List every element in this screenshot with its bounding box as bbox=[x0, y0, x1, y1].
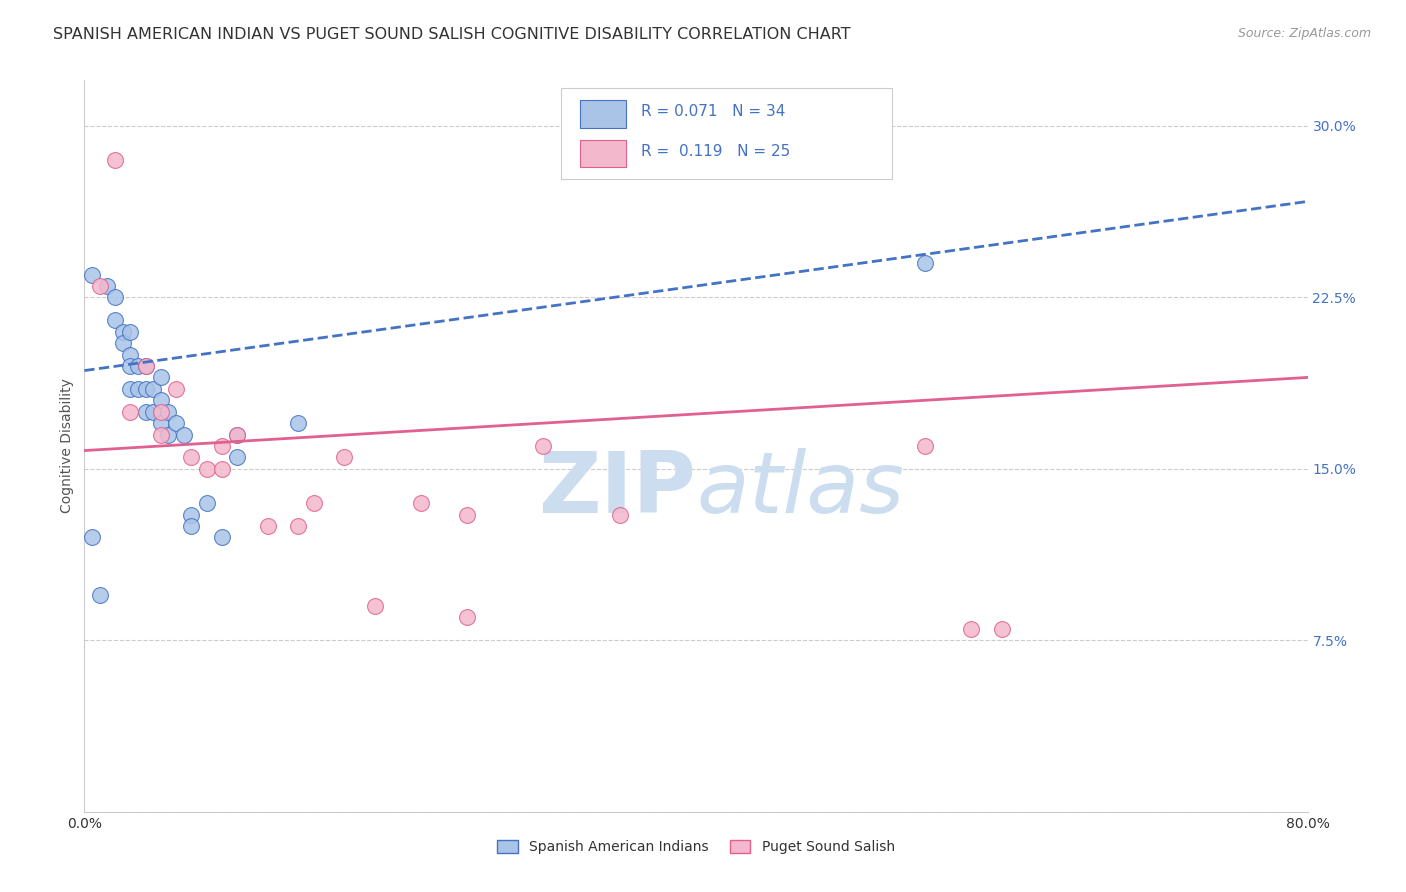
Point bbox=[142, 405, 165, 419]
Point bbox=[149, 370, 172, 384]
Point bbox=[257, 519, 280, 533]
Point bbox=[211, 439, 233, 453]
Point bbox=[149, 393, 172, 408]
Y-axis label: Cognitive Disability: Cognitive Disability bbox=[60, 378, 75, 514]
Point bbox=[226, 427, 249, 442]
Point bbox=[165, 382, 187, 396]
Point bbox=[302, 496, 325, 510]
Text: atlas: atlas bbox=[696, 449, 904, 532]
Point bbox=[364, 599, 387, 613]
Point bbox=[149, 405, 172, 419]
Point bbox=[195, 496, 218, 510]
Point bbox=[991, 622, 1014, 636]
Point bbox=[195, 462, 218, 476]
Point bbox=[149, 416, 172, 430]
Point bbox=[409, 496, 432, 510]
Point bbox=[142, 382, 165, 396]
Point bbox=[127, 359, 149, 373]
Point bbox=[80, 268, 103, 282]
Point bbox=[135, 359, 157, 373]
Point bbox=[104, 153, 127, 168]
Point bbox=[104, 290, 127, 304]
FancyBboxPatch shape bbox=[561, 87, 891, 179]
Point bbox=[111, 325, 134, 339]
Point bbox=[127, 382, 149, 396]
Point bbox=[180, 508, 202, 522]
Point bbox=[333, 450, 356, 465]
Point bbox=[135, 382, 157, 396]
Point bbox=[135, 359, 157, 373]
Point bbox=[89, 588, 111, 602]
Point bbox=[173, 427, 195, 442]
Text: ZIP: ZIP bbox=[538, 449, 696, 532]
Point bbox=[180, 450, 202, 465]
Text: SPANISH AMERICAN INDIAN VS PUGET SOUND SALISH COGNITIVE DISABILITY CORRELATION C: SPANISH AMERICAN INDIAN VS PUGET SOUND S… bbox=[53, 27, 851, 42]
Point bbox=[120, 359, 142, 373]
Point bbox=[456, 508, 478, 522]
Point bbox=[211, 462, 233, 476]
Point bbox=[149, 427, 172, 442]
Point bbox=[914, 256, 936, 270]
Point bbox=[104, 313, 127, 327]
Point bbox=[180, 519, 202, 533]
Legend: Spanish American Indians, Puget Sound Salish: Spanish American Indians, Puget Sound Sa… bbox=[492, 835, 900, 860]
Point bbox=[287, 416, 309, 430]
FancyBboxPatch shape bbox=[579, 139, 626, 168]
Point bbox=[157, 405, 180, 419]
Point bbox=[120, 325, 142, 339]
Point bbox=[89, 279, 111, 293]
Point bbox=[157, 427, 180, 442]
Point bbox=[120, 347, 142, 362]
Point bbox=[226, 427, 249, 442]
Point bbox=[960, 622, 983, 636]
Point bbox=[135, 405, 157, 419]
Point bbox=[226, 450, 249, 465]
Point bbox=[120, 382, 142, 396]
Point bbox=[111, 336, 134, 351]
Point bbox=[211, 530, 233, 544]
Point bbox=[165, 416, 187, 430]
Point bbox=[80, 530, 103, 544]
Point bbox=[456, 610, 478, 624]
Point bbox=[531, 439, 554, 453]
Text: R =  0.119   N = 25: R = 0.119 N = 25 bbox=[641, 144, 790, 159]
Point bbox=[609, 508, 631, 522]
Point bbox=[287, 519, 309, 533]
Point bbox=[96, 279, 118, 293]
Text: Source: ZipAtlas.com: Source: ZipAtlas.com bbox=[1237, 27, 1371, 40]
Point bbox=[120, 405, 142, 419]
Text: R = 0.071   N = 34: R = 0.071 N = 34 bbox=[641, 104, 786, 120]
Point bbox=[914, 439, 936, 453]
FancyBboxPatch shape bbox=[579, 100, 626, 128]
